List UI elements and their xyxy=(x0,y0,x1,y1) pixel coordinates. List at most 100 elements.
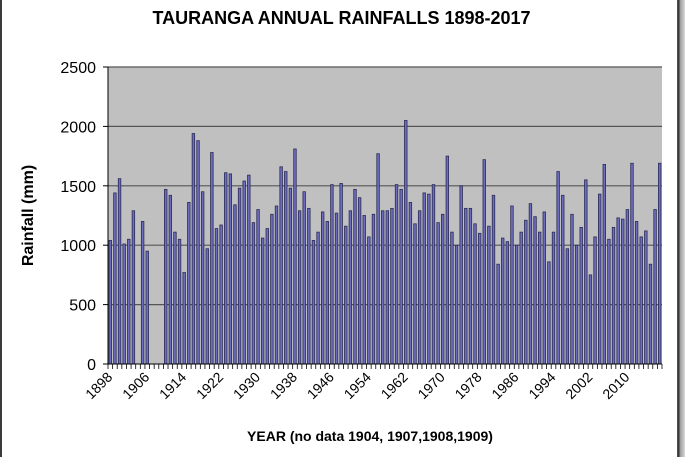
bar-1958 xyxy=(385,210,389,365)
bar-2007 xyxy=(611,226,616,365)
bar-1900 xyxy=(117,178,122,365)
bar-1948 xyxy=(339,183,343,365)
bar-1992 xyxy=(542,211,546,365)
window-frame-left xyxy=(0,0,2,457)
bar-1929 xyxy=(251,222,256,365)
y-tick-label: 2500 xyxy=(60,60,96,77)
gridlines xyxy=(108,66,662,306)
bar-1968 xyxy=(431,184,436,365)
bar-1969 xyxy=(436,222,440,365)
bar-1950 xyxy=(348,210,353,365)
bar-1917 xyxy=(196,140,200,365)
bar-1972 xyxy=(450,231,454,365)
bar-1961 xyxy=(399,188,403,365)
bar-1940 xyxy=(302,191,306,365)
x-tick-label: 1930 xyxy=(230,369,263,402)
bar-1963 xyxy=(408,202,413,365)
bar-1946 xyxy=(330,184,334,365)
x-tick-labels: 1898 1906 1914 1922 1930 1938 1946 1954 1962 1970… xyxy=(82,369,633,402)
bar-1955 xyxy=(371,213,376,365)
bar-2002 xyxy=(588,274,593,365)
x-tick-label: 2010 xyxy=(599,369,632,402)
x-tick-label: 1946 xyxy=(304,369,337,402)
bar-1964 xyxy=(413,223,417,365)
bar-1899 xyxy=(113,192,117,365)
y-tick-label: 1000 xyxy=(60,238,96,255)
bar-1973 xyxy=(454,244,459,365)
bar-2014 xyxy=(644,230,648,365)
bar-1959 xyxy=(390,207,394,365)
x-tick-label: 1970 xyxy=(414,369,447,402)
bar-1905 xyxy=(140,221,145,365)
x-tick-label: 1922 xyxy=(193,369,226,402)
bar-1993 xyxy=(547,261,551,365)
bar-2015 xyxy=(648,263,653,365)
x-axis-title: YEAR (no data 1904, 1907,1908,1909) xyxy=(247,428,493,444)
y-tick-labels: 0 500 1000 1500 2000 2500 xyxy=(60,60,96,374)
bar-1939 xyxy=(297,210,302,365)
bar-1951 xyxy=(353,188,357,365)
bar-2004 xyxy=(598,193,602,365)
bar-1933 xyxy=(270,213,274,365)
bar-1942 xyxy=(311,240,316,365)
bars xyxy=(108,120,662,365)
bar-1913 xyxy=(177,238,182,365)
bar-1980 xyxy=(487,225,491,365)
bar-1902 xyxy=(127,238,131,365)
bar-1912 xyxy=(173,231,177,365)
bar-1898 xyxy=(108,240,112,365)
bar-1934 xyxy=(274,205,279,365)
bar-1978 xyxy=(477,232,482,365)
bar-1990 xyxy=(533,216,537,365)
bar-1903 xyxy=(131,210,136,365)
bar-1911 xyxy=(168,194,172,365)
bar-1995 xyxy=(556,171,560,365)
bar-1988 xyxy=(524,219,528,365)
bar-1918 xyxy=(200,191,205,365)
bar-2012 xyxy=(634,221,639,365)
bar-1967 xyxy=(427,193,431,365)
bar-1996 xyxy=(561,194,565,365)
bar-1952 xyxy=(357,197,362,365)
bar-1935 xyxy=(279,166,283,365)
bar-1991 xyxy=(537,231,542,365)
bar-1971 xyxy=(445,155,449,365)
bar-1947 xyxy=(334,212,339,365)
bar-1997 xyxy=(565,248,570,365)
bar-1987 xyxy=(519,231,523,365)
x-tick-label: 1986 xyxy=(488,369,521,402)
bar-1927 xyxy=(242,180,246,365)
x-tick-label: 2002 xyxy=(562,369,595,402)
bar-2013 xyxy=(639,236,643,365)
bar-1931 xyxy=(260,237,265,365)
y-tick-label: 2000 xyxy=(60,119,96,136)
bar-1982 xyxy=(496,263,500,365)
bar-1916 xyxy=(191,133,196,365)
bar-1999 xyxy=(574,244,579,365)
chart-title-text: TAURANGA ANNUAL RAINFALLS 1898-2017 xyxy=(152,8,531,28)
bar-2005 xyxy=(602,164,606,365)
bar-1985 xyxy=(510,205,514,365)
x-tick-label: 1994 xyxy=(525,369,558,402)
bar-2006 xyxy=(607,238,611,365)
bar-1983 xyxy=(501,237,505,365)
bar-1922 xyxy=(219,224,223,365)
bar-1994 xyxy=(551,231,556,365)
y-tick-label: 500 xyxy=(69,298,96,315)
bar-2017 xyxy=(658,162,662,365)
bar-1949 xyxy=(344,225,348,365)
bar-1998 xyxy=(570,213,574,365)
bar-1960 xyxy=(394,184,399,365)
axes xyxy=(103,66,663,369)
bar-1930 xyxy=(256,209,260,365)
x-tick-label: 1914 xyxy=(156,369,189,402)
bar-1957 xyxy=(381,210,385,365)
bar-1981 xyxy=(491,194,496,365)
bar-1966 xyxy=(422,192,426,365)
bar-1906 xyxy=(145,250,149,365)
window-frame-right xyxy=(677,0,685,457)
plot-area xyxy=(108,67,662,364)
bar-1944 xyxy=(321,211,325,365)
bar-1910 xyxy=(164,188,168,365)
